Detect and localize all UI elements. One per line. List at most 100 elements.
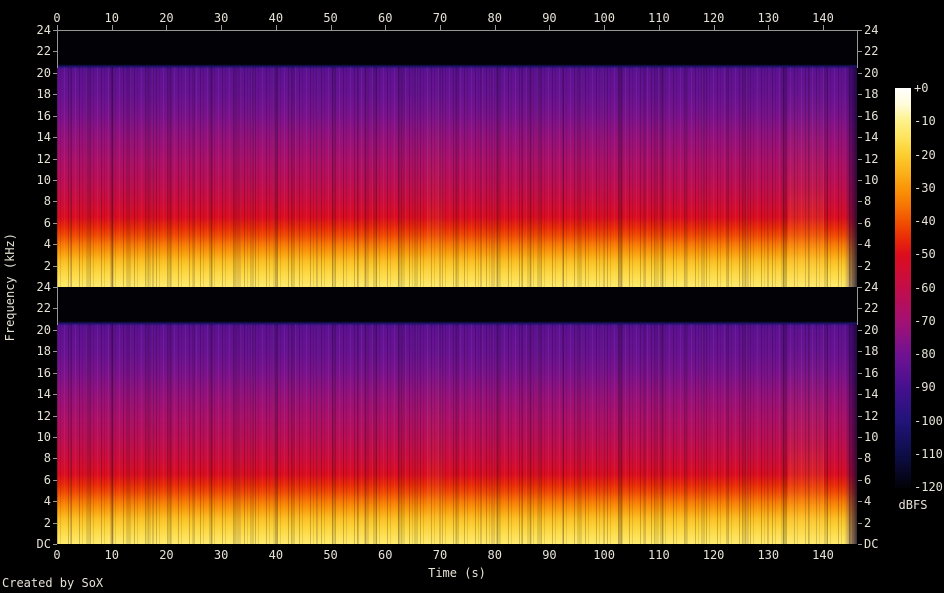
freq-tick-label-left: 16 [36,365,51,380]
spectrogram-fadeout-edge [844,67,857,287]
freq-tick [53,544,57,545]
colorbar-tick-label: -40 [914,214,936,228]
colorbar-tick-label: +0 [914,81,929,95]
spectrogram-fadeout-edge [844,324,857,544]
spectrogram-striation-texture [57,324,857,544]
freq-tick [858,394,862,396]
freq-tick-label-right: 10 [864,172,879,187]
colorbar-tick-label: -90 [914,380,936,395]
colorbar-unit-label: dBFS [898,498,928,512]
y-axis-title-wrap: Frequency (kHz) [2,30,18,544]
colorbar-tick-label: -110 [914,446,943,461]
freq-tick [858,479,862,481]
freq-tick-label-left: 22 [36,44,51,59]
time-tick-label-top: 70 [432,11,448,25]
freq-tick-label-left: 20 [36,322,51,337]
time-tick-label-bottom: 80 [487,548,502,562]
time-tick-label-top: 100 [593,11,615,25]
time-tick-label-bottom: 30 [213,548,229,562]
freq-tick-label-right: 22 [864,301,879,316]
freq-tick-label-left: 8 [43,194,51,209]
freq-tick [858,51,862,53]
credit-text: Created by SoX [2,576,104,590]
freq-tick-label-left: 4 [43,494,51,509]
freq-tick-label-right: DC [864,537,879,551]
time-tick-label-bottom: 0 [53,548,61,562]
freq-tick-label-left: 6 [43,215,51,230]
time-tick-label-top: 80 [487,11,502,25]
freq-tick-label-right: 22 [864,44,879,59]
freq-tick-label-right: 24 [864,280,879,294]
freq-tick-label-left: 14 [36,387,51,402]
freq-tick [858,94,862,96]
freq-tick-label-left: 2 [43,515,51,530]
time-tick-label-top: 120 [702,11,725,25]
freq-tick-label-right: 8 [864,451,872,466]
spectrogram-bright-region [788,324,824,544]
freq-tick-label-left: 20 [36,65,51,80]
freq-tick-label-left: 14 [36,130,51,145]
freq-tick-label-left: 4 [43,237,51,252]
colorbar-tick-label: -70 [914,313,936,328]
freq-tick [858,222,862,224]
colorbar-tick-label: -120 [914,480,943,494]
freq-tick-label-left: 6 [43,472,51,487]
freq-tick-label-right: 12 [864,151,879,166]
freq-tick-label-right: 16 [864,365,879,380]
colorbar-tick-label: -60 [914,280,936,295]
time-tick-label-bottom: 10 [104,548,119,562]
time-tick-label-top: 20 [159,11,174,25]
freq-tick-label-right: 18 [864,344,879,359]
time-tick-label-bottom: 70 [432,548,448,562]
freq-tick-label-left: 24 [36,280,51,294]
colorbar-tick-label: -50 [914,247,936,262]
time-tick-label-bottom: 90 [542,548,557,562]
time-tick-label-top: 10 [104,11,119,25]
freq-tick-label-right: 18 [864,87,879,102]
freq-tick [858,308,862,310]
freq-tick-label-right: 14 [864,130,879,145]
freq-tick [858,179,862,181]
freq-tick [858,30,862,31]
colorbar-tick-label: -80 [914,347,936,361]
freq-tick [858,158,862,160]
freq-tick [858,544,862,545]
time-tick-label-top: 110 [648,11,670,25]
spectrogram-panel-channel-2 [57,287,857,544]
freq-tick-label-right: 24 [864,23,879,37]
freq-tick-label-left: 10 [36,429,51,444]
freq-tick-label-left: 16 [36,108,51,123]
freq-tick-label-right: 20 [864,65,879,80]
freq-tick [858,244,862,246]
time-tick-label-top: 130 [757,11,780,25]
colorbar-tick-label: -10 [914,114,936,129]
freq-tick-label-right: 6 [864,215,872,230]
spectrogram-bright-column [427,324,443,544]
freq-tick-label-right: 10 [864,429,879,444]
time-tick-label-bottom: 100 [593,548,615,562]
freq-tick-label-right: 16 [864,108,879,123]
freq-tick-label-right: 2 [864,258,872,273]
time-tick-label-bottom: 130 [757,548,780,562]
time-tick-label-bottom: 50 [323,548,338,562]
colorbar [895,88,911,488]
freq-tick-label-left: 10 [36,172,51,187]
freq-tick [858,522,862,524]
y-axis-title: Frequency (kHz) [3,232,17,342]
freq-tick [858,351,862,353]
freq-tick-label-left: 18 [36,87,51,102]
time-tick-label-top: 90 [542,11,557,25]
time-tick-label-bottom: 140 [812,548,834,562]
time-tick-label-top: 30 [213,11,229,25]
freq-tick-label-left: 24 [36,23,51,37]
time-tick-label-top: 0 [53,11,61,25]
freq-tick-label-right: 20 [864,322,879,337]
time-tick-label-top: 140 [812,11,834,25]
freq-tick-label-left: 12 [36,151,51,166]
spectrogram-bright-column [427,67,443,287]
freq-tick [858,458,862,460]
freq-tick [858,329,862,331]
colorbar-tick-label: -100 [914,413,943,428]
freq-tick [858,501,862,503]
freq-tick-label-right: 2 [864,515,872,530]
